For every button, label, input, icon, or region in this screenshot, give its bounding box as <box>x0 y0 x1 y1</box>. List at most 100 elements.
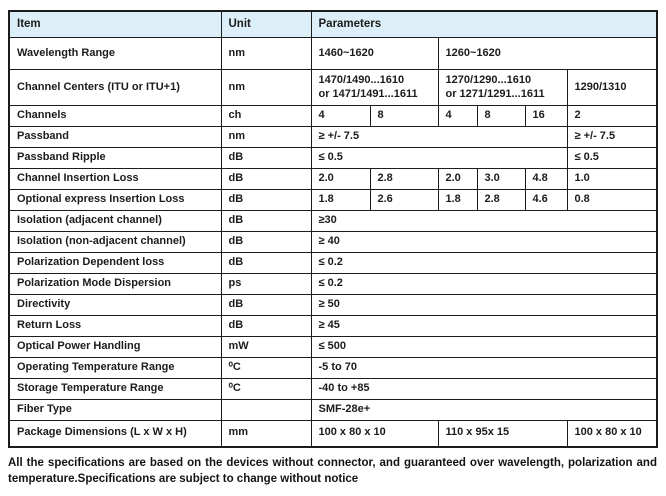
item-label: Passband <box>8 126 222 148</box>
header-unit: Unit <box>220 10 312 38</box>
value-cell: 1470/1490...1610 or 1471/1491...1611 <box>310 69 439 106</box>
table-row: Fiber Type SMF-28e+ <box>8 399 658 421</box>
value-cell: 110 x 95x 15 <box>437 420 568 447</box>
table-row: Isolation (adjacent channel) dB ≥30 <box>8 210 658 232</box>
unit-label: nm <box>220 126 312 148</box>
unit-label: dB <box>220 294 312 316</box>
value-cell: SMF-28e+ <box>310 399 658 421</box>
unit-label: ⁰C <box>220 357 312 379</box>
item-label: Optional express Insertion Loss <box>8 189 222 211</box>
table-row: Optional express Insertion Loss dB 1.8 2.6 1… <box>8 189 658 211</box>
table-row: Polarization Mode Dispersion ps ≤ 0.2 <box>8 273 658 295</box>
value-cell: 1.0 <box>566 168 658 190</box>
table-row: Isolation (non-adjacent channel) dB ≥ 40 <box>8 231 658 253</box>
value-cell: -40 to +85 <box>310 378 658 400</box>
value-cell: 2.8 <box>476 189 526 211</box>
item-label: Storage Temperature Range <box>8 378 222 400</box>
item-label: Isolation (adjacent channel) <box>8 210 222 232</box>
unit-label: ch <box>220 105 312 127</box>
unit-label: dB <box>220 189 312 211</box>
table-row: Wavelength Range nm 1460~1620 1260~1620 <box>8 37 658 70</box>
value-cell: ≥ 50 <box>310 294 658 316</box>
value-cell: 2 <box>566 105 658 127</box>
value-cell: 1.8 <box>310 189 371 211</box>
unit-label: nm <box>220 69 312 106</box>
header-item: Item <box>8 10 222 38</box>
item-label: Return Loss <box>8 315 222 337</box>
item-label: Polarization Mode Dispersion <box>8 273 222 295</box>
table-row: Channel Centers (ITU or ITU+1) nm 1470/149… <box>8 69 658 106</box>
value-cell: 4 <box>310 105 371 127</box>
value-cell: 3.0 <box>476 168 526 190</box>
value-cell: 100 x 80 x 10 <box>566 420 658 447</box>
value-cell: 1460~1620 <box>310 37 439 70</box>
item-label: Fiber Type <box>8 399 222 421</box>
value-cell: 4 <box>437 105 478 127</box>
table-row: Polarization Dependent loss dB ≤ 0.2 <box>8 252 658 274</box>
value-cell: ≥30 <box>310 210 658 232</box>
value-cell: 16 <box>524 105 568 127</box>
spec-table-body: Wavelength Range nm 1460~1620 1260~1620 Chan… <box>8 37 658 447</box>
item-label: Polarization Dependent loss <box>8 252 222 274</box>
unit-label: mm <box>220 420 312 447</box>
item-label: Channel Insertion Loss <box>8 168 222 190</box>
table-row: Package Dimensions (L x W x H) mm 100 x 80… <box>8 420 658 447</box>
item-label: Channels <box>8 105 222 127</box>
value-cell: 2.8 <box>369 168 439 190</box>
value-cell: ≤ 0.2 <box>310 273 658 295</box>
item-label: Package Dimensions (L x W x H) <box>8 420 222 447</box>
unit-label: mW <box>220 336 312 358</box>
value-cell: 100 x 80 x 10 <box>310 420 439 447</box>
unit-label: dB <box>220 210 312 232</box>
value-cell: 1290/1310 <box>566 69 658 106</box>
header-parameters: Parameters <box>310 10 658 38</box>
item-label: Operating Temperature Range <box>8 357 222 379</box>
item-label: Directivity <box>8 294 222 316</box>
unit-label: dB <box>220 315 312 337</box>
table-header-row: Item Unit Parameters <box>8 10 658 38</box>
value-cell: ≤ 0.5 <box>566 147 658 169</box>
value-cell: 2.0 <box>437 168 478 190</box>
value-cell: ≥ +/- 7.5 <box>310 126 568 148</box>
value-cell: ≤ 500 <box>310 336 658 358</box>
footer-note: All the specifications are based on the … <box>8 456 657 485</box>
item-label: Isolation (non-adjacent channel) <box>8 231 222 253</box>
value-cell: 2.0 <box>310 168 371 190</box>
value-cell: 4.8 <box>524 168 568 190</box>
table-row: Channel Insertion Loss dB 2.0 2.8 2.0 3.0 4.8 1… <box>8 168 658 190</box>
unit-label: ⁰C <box>220 378 312 400</box>
value-cell: ≥ +/- 7.5 <box>566 126 658 148</box>
value-cell: 0.8 <box>566 189 658 211</box>
value-cell: 4.6 <box>524 189 568 211</box>
value-cell: 2.6 <box>369 189 439 211</box>
table-row: Operating Temperature Range ⁰C -5 to 70 <box>8 357 658 379</box>
table-row: Passband nm ≥ +/- 7.5 ≥ +/- 7.5 <box>8 126 658 148</box>
table-row: Passband Ripple dB ≤ 0.5 ≤ 0.5 <box>8 147 658 169</box>
table-row: Optical Power Handling mW ≤ 500 <box>8 336 658 358</box>
unit-label: dB <box>220 168 312 190</box>
item-label: Optical Power Handling <box>8 336 222 358</box>
unit-label <box>220 399 312 421</box>
table-row: Directivity dB ≥ 50 <box>8 294 658 316</box>
value-cell: ≤ 0.2 <box>310 252 658 274</box>
value-cell: 1270/1290...1610 or 1271/1291...1611 <box>437 69 568 106</box>
unit-label: nm <box>220 37 312 70</box>
value-cell: ≤ 0.5 <box>310 147 568 169</box>
value-cell: ≥ 45 <box>310 315 658 337</box>
value-cell: 8 <box>476 105 526 127</box>
spec-table: Item Unit Parameters Wavelength Range nm 1… <box>8 10 659 448</box>
value-cell: 1.8 <box>437 189 478 211</box>
value-cell: 1260~1620 <box>437 37 658 70</box>
unit-label: dB <box>220 231 312 253</box>
unit-label: dB <box>220 252 312 274</box>
item-label: Channel Centers (ITU or ITU+1) <box>8 69 222 106</box>
table-row: Channels ch 4 8 4 8 16 2 <box>8 105 658 127</box>
value-cell: ≥ 40 <box>310 231 658 253</box>
item-label: Passband Ripple <box>8 147 222 169</box>
value-cell: -5 to 70 <box>310 357 658 379</box>
value-cell: 8 <box>369 105 439 127</box>
unit-label: dB <box>220 147 312 169</box>
item-label: Wavelength Range <box>8 37 222 70</box>
table-row: Return Loss dB ≥ 45 <box>8 315 658 337</box>
